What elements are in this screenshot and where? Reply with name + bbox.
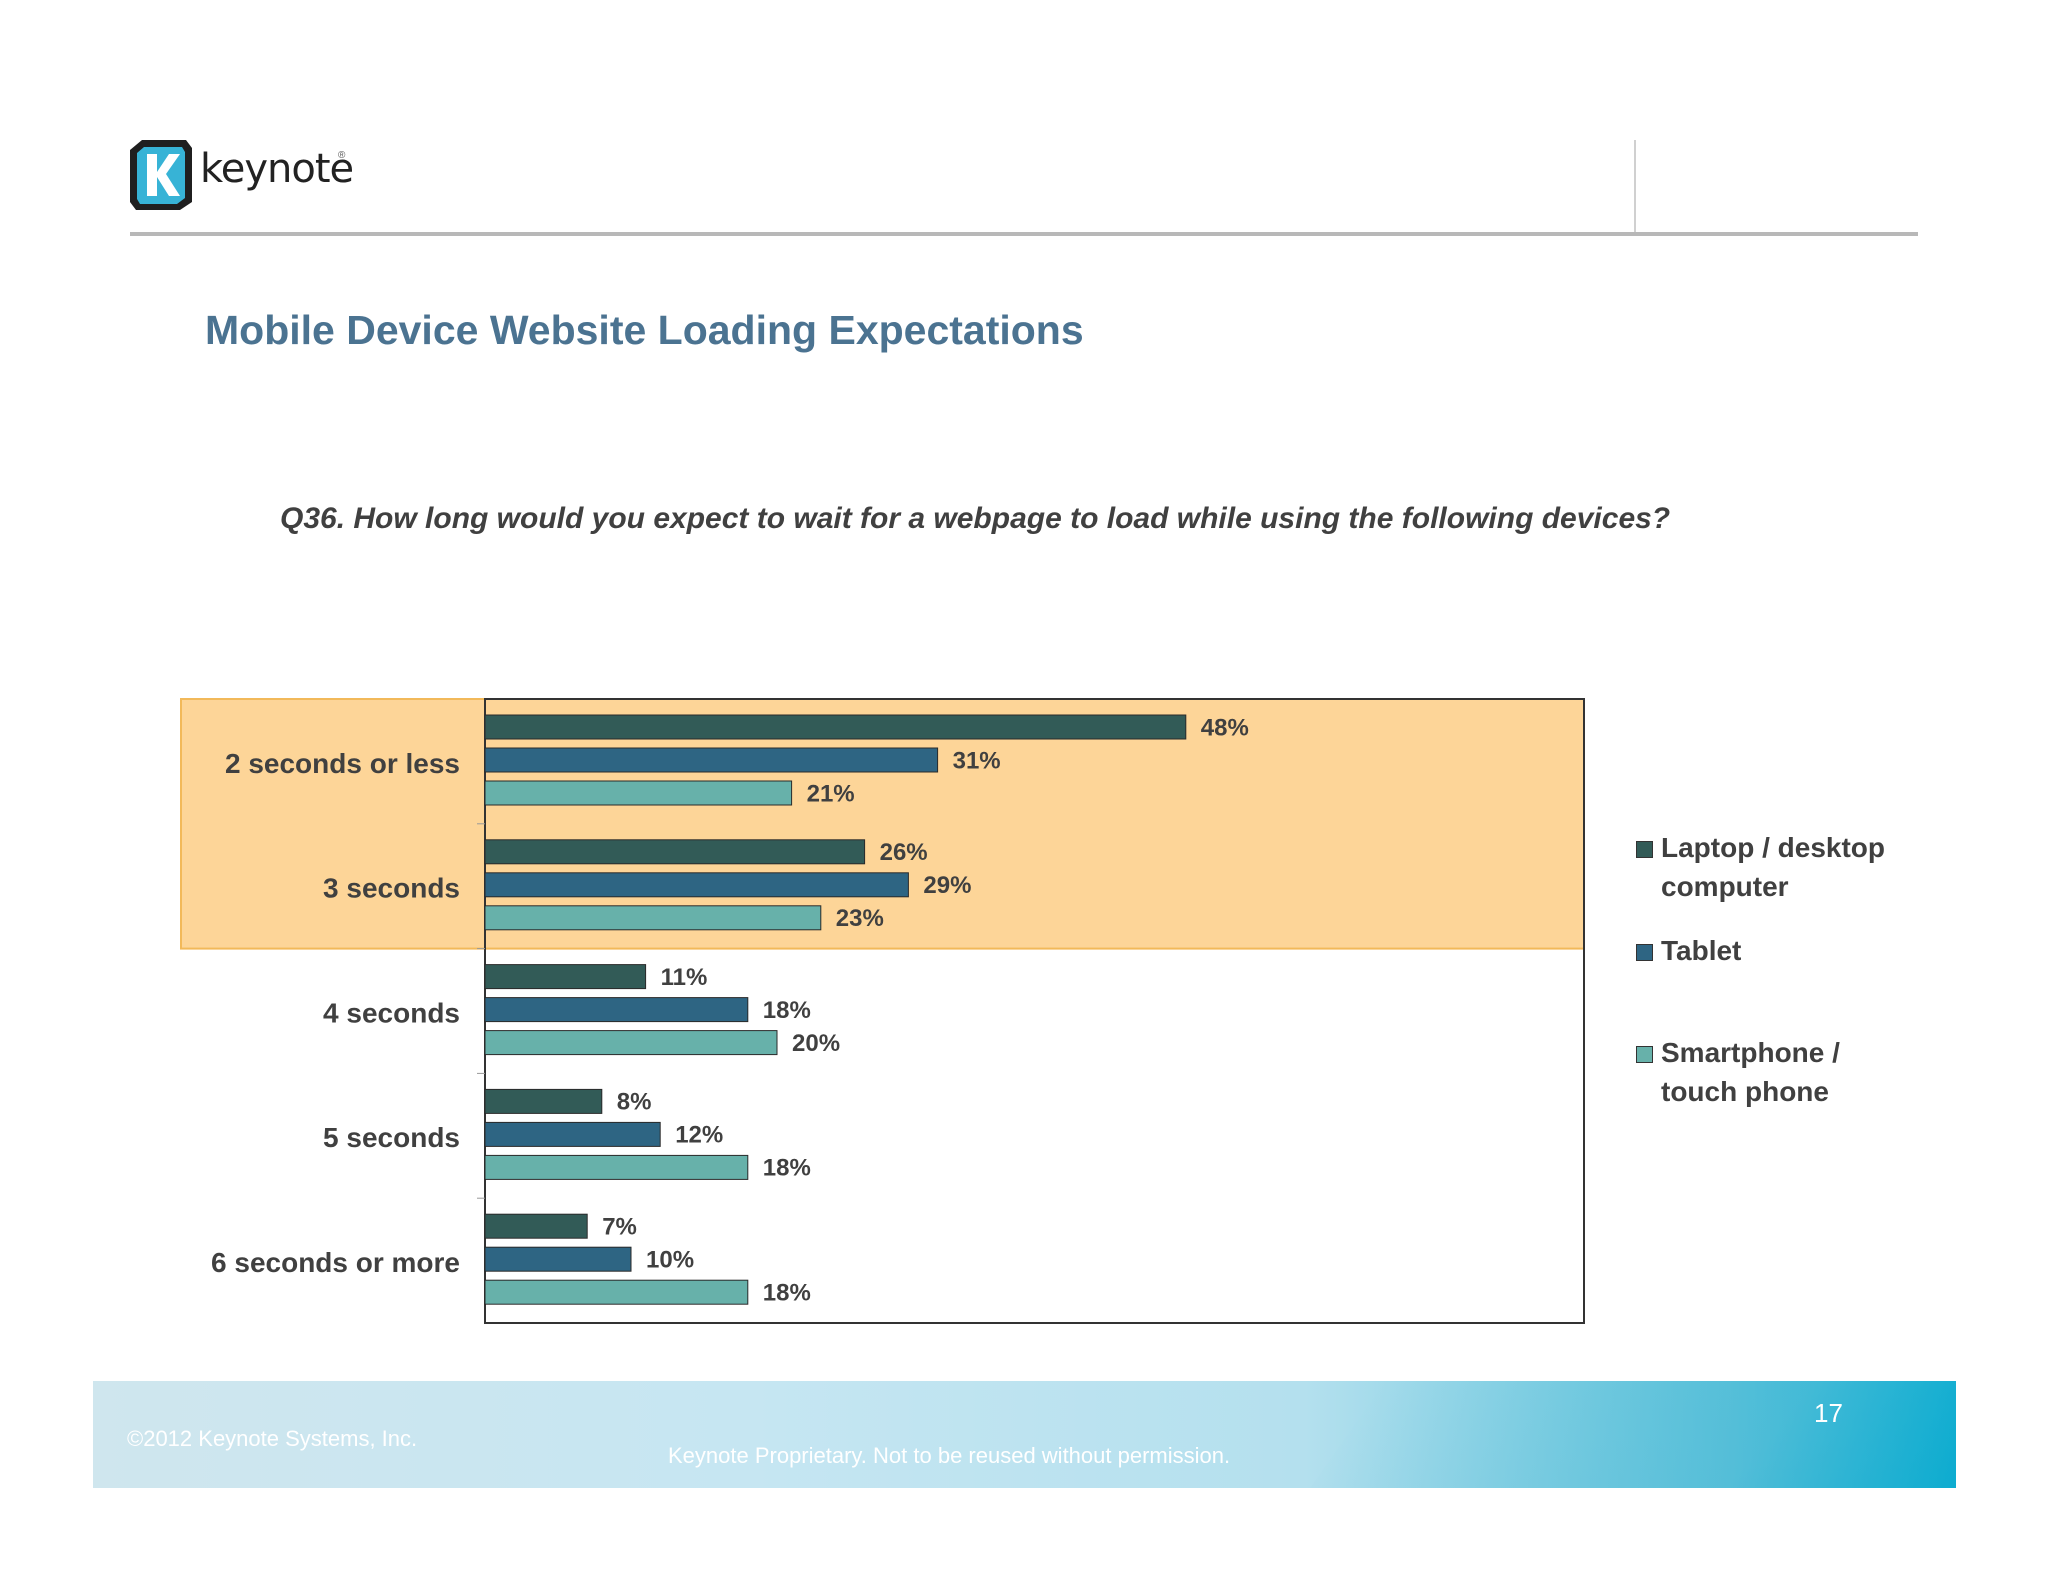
bar-tablet [484,1246,632,1272]
category-label: 6 seconds or more [211,1247,460,1278]
logo-registered-mark: ® [338,150,346,161]
copyright-text: ©2012 Keynote Systems, Inc. [127,1426,418,1451]
data-label-tablet: 31% [953,747,1001,774]
legend-label-smartphone: Smartphone / touch phone [1661,1037,1840,1107]
footer-decoration [1293,1381,1956,1488]
data-label-laptop: 8% [617,1089,652,1116]
legend-item-smartphone: Smartphone / touch phone [1636,1033,1901,1111]
legend-swatch-laptop [1636,841,1653,858]
data-label-smartphone: 18% [763,1155,811,1182]
data-label-tablet: 10% [646,1247,694,1274]
category-label: 5 seconds [323,1122,460,1153]
footer-banner: ©2012 Keynote Systems, Inc. Keynote Prop… [93,1381,1956,1488]
category-label: 3 seconds [323,873,460,904]
legend-label-tablet: Tablet [1661,935,1742,966]
bar-tablet [484,872,909,898]
data-label-laptop: 48% [1201,714,1249,741]
survey-question: Q36. How long would you expect to wait f… [280,502,1671,535]
bar-smartphone [484,905,822,931]
data-label-tablet: 12% [675,1122,723,1149]
slide-title: Mobile Device Website Loading Expectatio… [205,307,1084,353]
category-label: 2 seconds or less [225,748,460,779]
highlight-region [180,698,1585,950]
bar-smartphone [484,780,793,806]
legend-swatch-smartphone [1636,1046,1653,1063]
legend-item-laptop: Laptop / desktop computer [1636,828,1901,906]
category-label: 4 seconds [323,997,460,1028]
data-label-smartphone: 23% [836,905,884,932]
bar-tablet [484,997,749,1023]
data-label-laptop: 26% [880,839,928,866]
header-rule [130,232,1918,236]
data-label-tablet: 18% [763,997,811,1024]
data-label-tablet: 29% [923,872,971,899]
legend-swatch-tablet [1636,944,1653,961]
bar-smartphone [484,1030,778,1056]
bar-tablet [484,747,939,773]
bar-laptop [484,839,866,865]
data-label-smartphone: 21% [807,780,855,807]
proprietary-notice: Keynote Proprietary. Not to be reused wi… [668,1443,1231,1468]
header-divider [1634,140,1636,233]
page-number: 17 [1814,1398,1843,1428]
data-label-laptop: 7% [602,1214,637,1241]
legend-item-tablet: Tablet [1636,931,1901,970]
logo-wordmark: keynote [200,146,354,192]
bar-laptop [484,1213,588,1239]
keynote-logo: keynote ® [128,138,368,214]
bar-smartphone [484,1154,749,1180]
plot-frame [484,698,1585,1324]
data-label-smartphone: 18% [763,1280,811,1307]
keynote-k-icon [130,140,192,210]
data-label-smartphone: 20% [792,1030,840,1057]
bar-laptop [484,714,1187,740]
bar-tablet [484,1121,661,1147]
bar-laptop [484,1088,603,1114]
data-label-laptop: 11% [661,964,708,991]
bar-laptop [484,964,647,990]
bar-smartphone [484,1279,749,1305]
legend-label-laptop: Laptop / desktop computer [1661,832,1885,902]
